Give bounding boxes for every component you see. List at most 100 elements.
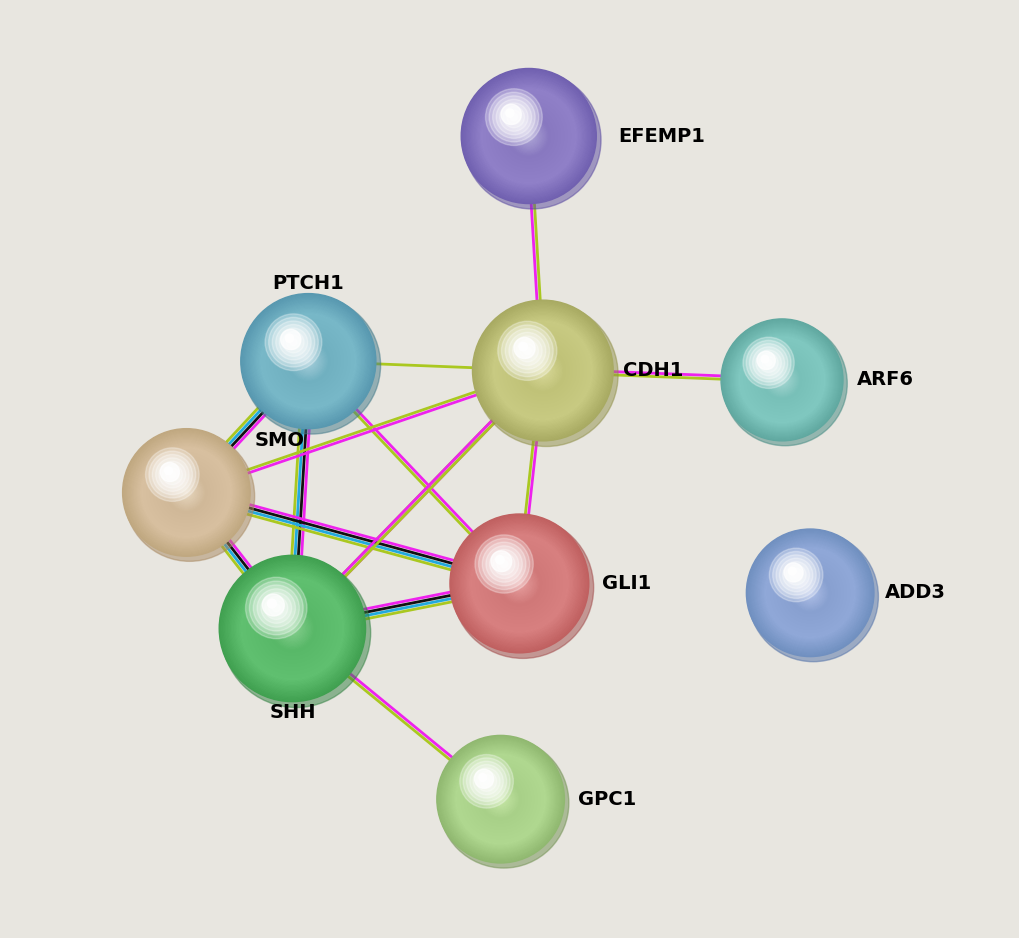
Circle shape xyxy=(461,760,539,839)
Circle shape xyxy=(730,328,833,431)
Circle shape xyxy=(451,750,549,848)
Circle shape xyxy=(450,515,587,652)
Circle shape xyxy=(490,551,512,571)
Circle shape xyxy=(770,553,849,632)
Circle shape xyxy=(146,447,199,502)
Circle shape xyxy=(285,334,293,342)
Circle shape xyxy=(481,310,603,431)
Circle shape xyxy=(479,308,605,434)
Circle shape xyxy=(440,740,559,858)
Circle shape xyxy=(532,360,553,381)
Circle shape xyxy=(305,357,312,365)
Circle shape xyxy=(527,356,557,386)
Circle shape xyxy=(168,475,204,510)
Circle shape xyxy=(253,306,363,416)
Circle shape xyxy=(146,452,226,533)
Circle shape xyxy=(745,343,818,416)
Circle shape xyxy=(754,353,809,407)
Circle shape xyxy=(240,294,375,429)
Circle shape xyxy=(746,340,791,386)
Circle shape xyxy=(481,545,557,622)
Circle shape xyxy=(491,791,508,808)
Circle shape xyxy=(182,488,191,497)
Circle shape xyxy=(512,340,573,401)
Circle shape xyxy=(765,364,798,396)
Circle shape xyxy=(747,530,872,656)
Circle shape xyxy=(151,458,221,527)
Circle shape xyxy=(751,350,812,411)
Circle shape xyxy=(243,295,373,427)
Circle shape xyxy=(499,564,538,603)
Circle shape xyxy=(470,764,502,798)
Circle shape xyxy=(496,794,504,804)
Circle shape xyxy=(513,341,572,400)
Circle shape xyxy=(491,319,594,422)
Circle shape xyxy=(526,355,558,387)
Circle shape xyxy=(472,770,529,828)
Circle shape xyxy=(178,485,194,500)
Circle shape xyxy=(170,477,202,508)
Circle shape xyxy=(798,582,821,604)
Circle shape xyxy=(268,321,348,401)
Circle shape xyxy=(506,110,521,124)
Circle shape xyxy=(271,324,345,399)
Circle shape xyxy=(476,304,609,437)
Circle shape xyxy=(748,532,877,661)
Circle shape xyxy=(766,550,853,636)
Circle shape xyxy=(259,596,325,661)
Circle shape xyxy=(510,338,575,403)
Circle shape xyxy=(496,557,511,571)
Circle shape xyxy=(270,323,346,400)
Circle shape xyxy=(493,553,515,575)
Circle shape xyxy=(808,592,810,594)
Circle shape xyxy=(753,352,810,408)
Circle shape xyxy=(528,356,556,385)
Circle shape xyxy=(489,789,511,809)
Circle shape xyxy=(791,574,828,612)
Circle shape xyxy=(240,577,343,680)
Circle shape xyxy=(518,346,567,395)
Circle shape xyxy=(504,113,552,159)
Circle shape xyxy=(746,529,873,657)
Circle shape xyxy=(504,333,580,408)
Circle shape xyxy=(141,446,232,538)
Circle shape xyxy=(252,588,332,669)
Circle shape xyxy=(782,562,809,588)
Circle shape xyxy=(273,326,342,396)
Circle shape xyxy=(775,555,815,595)
Circle shape xyxy=(454,519,584,648)
Circle shape xyxy=(805,588,813,598)
Circle shape xyxy=(773,556,846,629)
Circle shape xyxy=(160,466,213,519)
Circle shape xyxy=(183,490,190,495)
Circle shape xyxy=(504,328,549,373)
Circle shape xyxy=(502,567,535,599)
Circle shape xyxy=(267,603,318,654)
Circle shape xyxy=(480,779,521,820)
Circle shape xyxy=(464,72,592,200)
Circle shape xyxy=(722,322,847,446)
Circle shape xyxy=(167,474,205,511)
Circle shape xyxy=(446,745,554,854)
Circle shape xyxy=(247,299,370,423)
Circle shape xyxy=(484,549,553,618)
Circle shape xyxy=(493,101,564,171)
Circle shape xyxy=(494,793,506,806)
Circle shape xyxy=(274,327,341,395)
Circle shape xyxy=(480,544,558,623)
Circle shape xyxy=(275,328,340,394)
Circle shape xyxy=(523,130,534,142)
Circle shape xyxy=(250,585,334,672)
Circle shape xyxy=(291,344,325,378)
Circle shape xyxy=(268,317,318,367)
Circle shape xyxy=(498,797,502,801)
Circle shape xyxy=(470,768,531,830)
Circle shape xyxy=(496,325,588,416)
Circle shape xyxy=(156,461,217,523)
Circle shape xyxy=(779,562,840,624)
Circle shape xyxy=(478,85,579,187)
Circle shape xyxy=(506,114,549,158)
Circle shape xyxy=(788,571,830,614)
Circle shape xyxy=(464,763,536,836)
Circle shape xyxy=(799,582,820,603)
